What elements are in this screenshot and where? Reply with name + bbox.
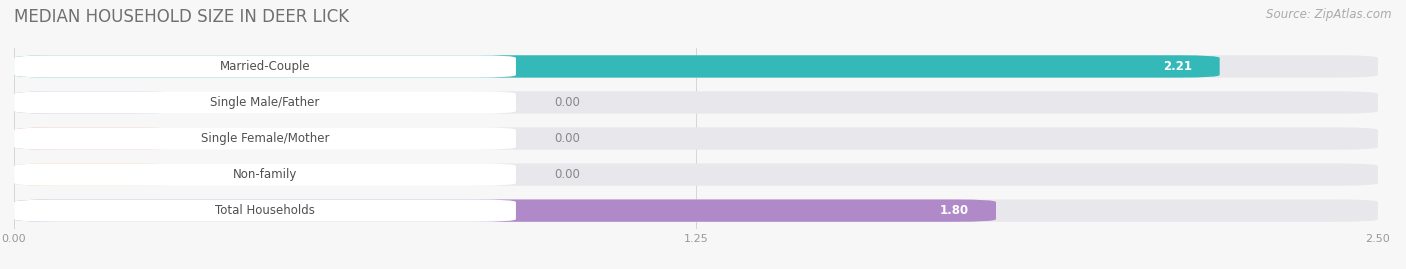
Text: Non-family: Non-family xyxy=(233,168,297,181)
FancyBboxPatch shape xyxy=(14,127,1378,150)
FancyBboxPatch shape xyxy=(14,91,177,114)
Text: 0.00: 0.00 xyxy=(554,96,581,109)
FancyBboxPatch shape xyxy=(14,199,1378,222)
Text: Total Households: Total Households xyxy=(215,204,315,217)
Text: Source: ZipAtlas.com: Source: ZipAtlas.com xyxy=(1267,8,1392,21)
FancyBboxPatch shape xyxy=(14,163,1378,186)
FancyBboxPatch shape xyxy=(14,199,516,222)
FancyBboxPatch shape xyxy=(14,127,516,150)
Text: Single Female/Mother: Single Female/Mother xyxy=(201,132,329,145)
Text: Single Male/Father: Single Male/Father xyxy=(211,96,319,109)
Text: 1.80: 1.80 xyxy=(939,204,969,217)
Text: 0.00: 0.00 xyxy=(554,132,581,145)
Text: MEDIAN HOUSEHOLD SIZE IN DEER LICK: MEDIAN HOUSEHOLD SIZE IN DEER LICK xyxy=(14,8,349,26)
FancyBboxPatch shape xyxy=(14,199,995,222)
FancyBboxPatch shape xyxy=(14,55,1378,78)
FancyBboxPatch shape xyxy=(14,55,516,78)
FancyBboxPatch shape xyxy=(14,91,1378,114)
FancyBboxPatch shape xyxy=(14,91,516,114)
Text: 0.00: 0.00 xyxy=(554,168,581,181)
FancyBboxPatch shape xyxy=(14,163,177,186)
FancyBboxPatch shape xyxy=(14,55,1219,78)
Text: 2.21: 2.21 xyxy=(1163,60,1192,73)
FancyBboxPatch shape xyxy=(14,127,177,150)
Text: Married-Couple: Married-Couple xyxy=(219,60,311,73)
FancyBboxPatch shape xyxy=(14,163,516,186)
